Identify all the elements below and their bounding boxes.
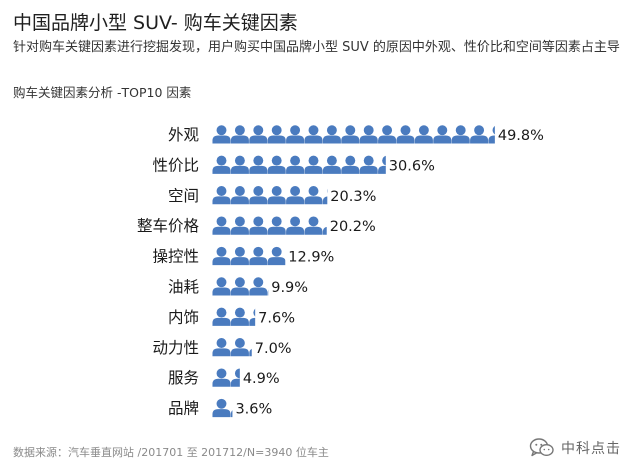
category-label: 服务 (168, 369, 199, 387)
value-label: 7.6% (258, 310, 295, 326)
pictogram-bar (212, 125, 495, 144)
category-label: 品牌 (168, 400, 199, 418)
bar-row: 操控性 12.9% (152, 246, 334, 266)
category-label: 油耗 (168, 278, 199, 296)
value-label: 20.2% (330, 219, 376, 235)
wechat-icon (529, 438, 554, 457)
bar-row: 内饰 7.6% (168, 307, 295, 326)
chart-title: 中国品牌小型 SUV- 购车关键因素 (13, 12, 298, 34)
bar-row: 服务 4.9% (168, 368, 280, 387)
category-label: 外观 (168, 126, 199, 144)
value-label: 7.0% (255, 341, 292, 357)
section-label: 购车关键因素分析 -TOP10 因素 (13, 85, 192, 100)
chart-subtitle: 针对购车关键因素进行挖掘发现，用户购买中国品牌小型 SUV 的原因中外观、性价比… (13, 40, 620, 55)
pictogram-bar (212, 216, 327, 235)
value-label: 3.6% (235, 402, 272, 418)
bar-row: 整车价格 20.2% (137, 216, 376, 235)
value-label: 20.3% (330, 189, 376, 205)
pictogram-bar (212, 186, 328, 205)
bar-row: 品牌 3.6% (168, 398, 272, 418)
category-label: 空间 (168, 187, 199, 205)
category-label: 性价比 (152, 156, 199, 174)
category-label: 整车价格 (137, 217, 200, 235)
category-label: 内饰 (168, 308, 199, 326)
value-label: 9.9% (271, 280, 308, 296)
pictogram-bar-chart: 外观 49.8% 性价比 30.6% 空间 20.3% 整车价格 20.2% 操控性 12.9% 油… (137, 125, 544, 418)
data-source-note: 数据来源：汽车垂直网站 /201701 至 201712/N=3940 位车主 (13, 446, 329, 459)
value-label: 49.8% (498, 128, 544, 144)
value-label: 4.9% (243, 371, 280, 387)
bar-row: 外观 49.8% (168, 125, 544, 144)
bar-row: 性价比 30.6% (152, 155, 435, 174)
brand-watermark: 中科点击 (529, 437, 621, 459)
category-label: 操控性 (152, 248, 199, 266)
pictogram-bar (212, 155, 386, 174)
category-label: 动力性 (152, 339, 199, 357)
bar-row: 空间 20.3% (168, 186, 376, 205)
bar-row: 油耗 9.9% (168, 277, 308, 296)
value-label: 30.6% (389, 158, 435, 174)
bar-row: 动力性 7.0% (152, 338, 292, 357)
value-label: 12.9% (288, 250, 334, 266)
pictogram-bar (212, 246, 286, 266)
brand-name: 中科点击 (561, 441, 621, 457)
